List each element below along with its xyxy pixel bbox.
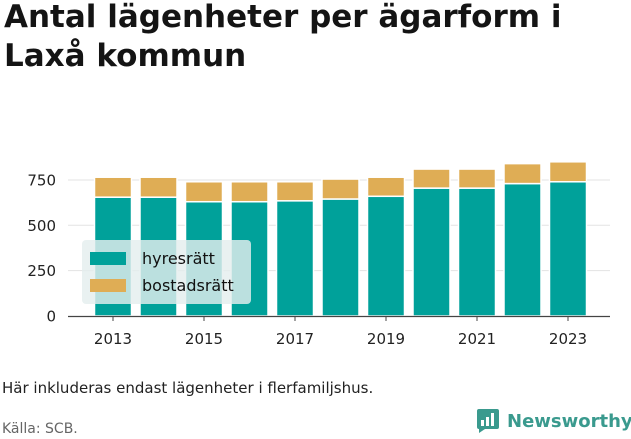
legend-item-hyresratt: hyresrätt	[90, 246, 215, 270]
x-tick-label: 2019	[367, 330, 405, 348]
bar-segment-bostadsratt-2015	[184, 181, 224, 203]
legend-swatch-bostadsratt	[90, 278, 126, 292]
bar-segment-bostadsratt-2019	[366, 176, 406, 198]
bar-segment-hyresratt-2018	[321, 198, 360, 317]
y-tick-label: 750	[27, 171, 56, 189]
bar-segment-bostadsratt-2023	[548, 161, 588, 183]
brand-name: Newsworthy	[507, 410, 631, 432]
x-tick-label: 2017	[276, 330, 314, 348]
bar-segment-bostadsratt-2014	[139, 176, 178, 198]
bar-segment-hyresratt-2023	[548, 181, 588, 317]
x-tick-label: 2015	[185, 330, 223, 348]
axes: 0 250 500 750 2013 2015 2017 2019 2021 2023	[27, 171, 610, 348]
legend-label-bostadsratt: bostadsrätt	[142, 275, 234, 295]
legend-swatch-hyresratt	[90, 251, 126, 265]
source-credit: Källa: SCB.	[2, 421, 78, 437]
bar-segment-hyresratt-2020	[412, 187, 451, 317]
newsworthy-logo[interactable]: Newsworthy	[476, 406, 631, 436]
chart-legend: hyresrätt bostadsrätt	[82, 240, 251, 304]
legend-item-bostadsratt: bostadsrätt	[90, 273, 234, 297]
bar-segment-bostadsratt-2022	[503, 162, 542, 185]
y-tick-label: 500	[27, 217, 56, 235]
bar-segment-bostadsratt-2021	[457, 168, 497, 189]
bar-segment-hyresratt-2019	[366, 195, 406, 317]
bar-segment-bostadsratt-2018	[321, 178, 360, 200]
bar-segment-bostadsratt-2016	[230, 181, 269, 203]
legend-label-hyresratt: hyresrätt	[142, 248, 215, 268]
bar-segment-hyresratt-2017	[275, 200, 315, 317]
y-tick-label: 250	[27, 262, 56, 280]
bar-segment-bostadsratt-2013	[93, 176, 133, 198]
bar-segment-hyresratt-2021	[457, 187, 497, 317]
chart-title: Antal lägenheter per ägarform i Laxå kom…	[4, 0, 562, 74]
x-tick-label: 2021	[458, 330, 496, 348]
y-tick-label: 0	[46, 308, 56, 326]
bar-segment-hyresratt-2022	[503, 182, 542, 317]
bar-chart-speech-bubble-icon	[477, 409, 499, 433]
x-tick-label: 2023	[549, 330, 587, 348]
bar-segment-bostadsratt-2017	[275, 181, 315, 202]
bar-segment-bostadsratt-2020	[412, 168, 451, 189]
x-tick-label: 2013	[94, 330, 132, 348]
chart-note: Här inkluderas endast lägenheter i flerf…	[2, 379, 374, 397]
